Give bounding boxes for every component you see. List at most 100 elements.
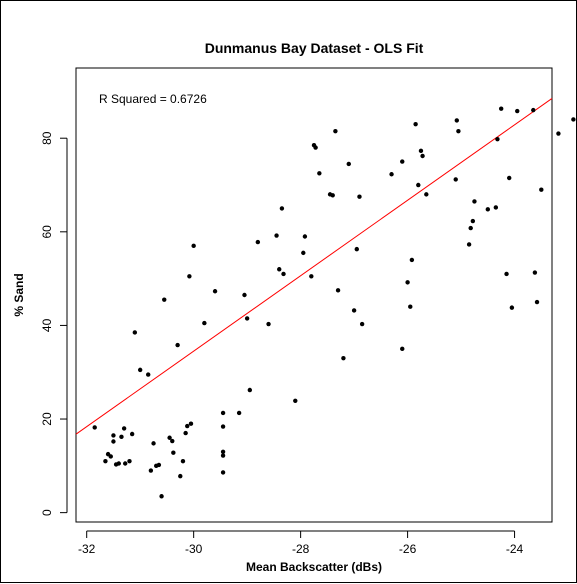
- data-point: [456, 129, 460, 133]
- data-point: [507, 176, 511, 180]
- data-point: [170, 439, 174, 443]
- data-point: [352, 308, 356, 312]
- data-point: [455, 118, 459, 122]
- x-axis: -32 -30 -28 -26 -24: [78, 531, 524, 556]
- data-point: [467, 242, 471, 246]
- data-point: [309, 274, 313, 278]
- plot-area-border: [76, 68, 552, 522]
- data-point: [571, 117, 575, 121]
- data-point: [237, 411, 241, 415]
- data-point: [495, 137, 499, 141]
- data-point: [317, 171, 321, 175]
- data-point: [405, 280, 409, 284]
- points-layer: [93, 92, 577, 499]
- data-point: [333, 129, 337, 133]
- data-point: [499, 107, 503, 111]
- data-point: [510, 305, 514, 309]
- data-point: [360, 322, 364, 326]
- x-tick-label: -24: [506, 542, 524, 556]
- data-point: [221, 450, 225, 454]
- data-point: [504, 272, 508, 276]
- data-point: [424, 192, 428, 196]
- data-point: [408, 305, 412, 309]
- data-point: [221, 470, 225, 474]
- data-point: [389, 172, 393, 176]
- data-point: [149, 468, 153, 472]
- data-point: [535, 300, 539, 304]
- x-tick-label: -28: [292, 542, 310, 556]
- data-point: [539, 187, 543, 191]
- data-point: [111, 433, 115, 437]
- y-tick-label: 60: [40, 225, 54, 239]
- data-point: [130, 432, 134, 436]
- data-point: [221, 453, 225, 457]
- data-point: [162, 297, 166, 301]
- data-point: [187, 274, 191, 278]
- data-point: [336, 288, 340, 292]
- data-point: [303, 234, 307, 238]
- data-point: [357, 195, 361, 199]
- data-point: [400, 347, 404, 351]
- data-point: [93, 425, 97, 429]
- data-point: [413, 122, 417, 126]
- data-point: [157, 463, 161, 467]
- data-point: [420, 154, 424, 158]
- data-point: [266, 322, 270, 326]
- data-point: [454, 177, 458, 181]
- data-point: [122, 426, 126, 430]
- data-point: [472, 199, 476, 203]
- data-point: [410, 258, 414, 262]
- data-point: [213, 289, 217, 293]
- data-point: [274, 233, 278, 237]
- x-tick-label: -26: [399, 542, 417, 556]
- y-axis-label: % Sand: [12, 273, 26, 316]
- data-point: [123, 461, 127, 465]
- data-point: [151, 441, 155, 445]
- data-point: [159, 494, 163, 498]
- data-point: [171, 451, 175, 455]
- data-point: [400, 159, 404, 163]
- data-point: [471, 219, 475, 223]
- data-point: [486, 207, 490, 211]
- data-point: [256, 240, 260, 244]
- data-point: [133, 330, 137, 334]
- data-point: [127, 459, 131, 463]
- data-point: [109, 454, 113, 458]
- data-point: [556, 131, 560, 135]
- data-point: [111, 439, 115, 443]
- x-tick-label: -32: [78, 542, 96, 556]
- data-point: [178, 474, 182, 478]
- data-point: [331, 193, 335, 197]
- data-point: [245, 316, 249, 320]
- data-point: [419, 149, 423, 153]
- data-point: [248, 388, 252, 392]
- data-point: [181, 459, 185, 463]
- data-point: [103, 459, 107, 463]
- data-point: [175, 343, 179, 347]
- data-point: [347, 162, 351, 166]
- data-point: [531, 108, 535, 112]
- data-point: [280, 206, 284, 210]
- data-point: [138, 368, 142, 372]
- data-point: [146, 372, 150, 376]
- data-point: [313, 145, 317, 149]
- data-point: [221, 411, 225, 415]
- y-tick-label: 20: [40, 412, 54, 426]
- data-point: [242, 293, 246, 297]
- data-point: [189, 422, 193, 426]
- data-point: [221, 424, 225, 428]
- data-point: [293, 399, 297, 403]
- y-tick-label: 80: [40, 131, 54, 145]
- data-point: [469, 226, 473, 230]
- data-point: [416, 183, 420, 187]
- r-squared-annotation: R Squared = 0.6726: [99, 92, 207, 106]
- data-point: [202, 321, 206, 325]
- data-point: [494, 205, 498, 209]
- data-point: [183, 431, 187, 435]
- data-point: [341, 356, 345, 360]
- x-tick-label: -30: [185, 542, 203, 556]
- x-axis-label: Mean Backscatter (dBs): [246, 560, 382, 574]
